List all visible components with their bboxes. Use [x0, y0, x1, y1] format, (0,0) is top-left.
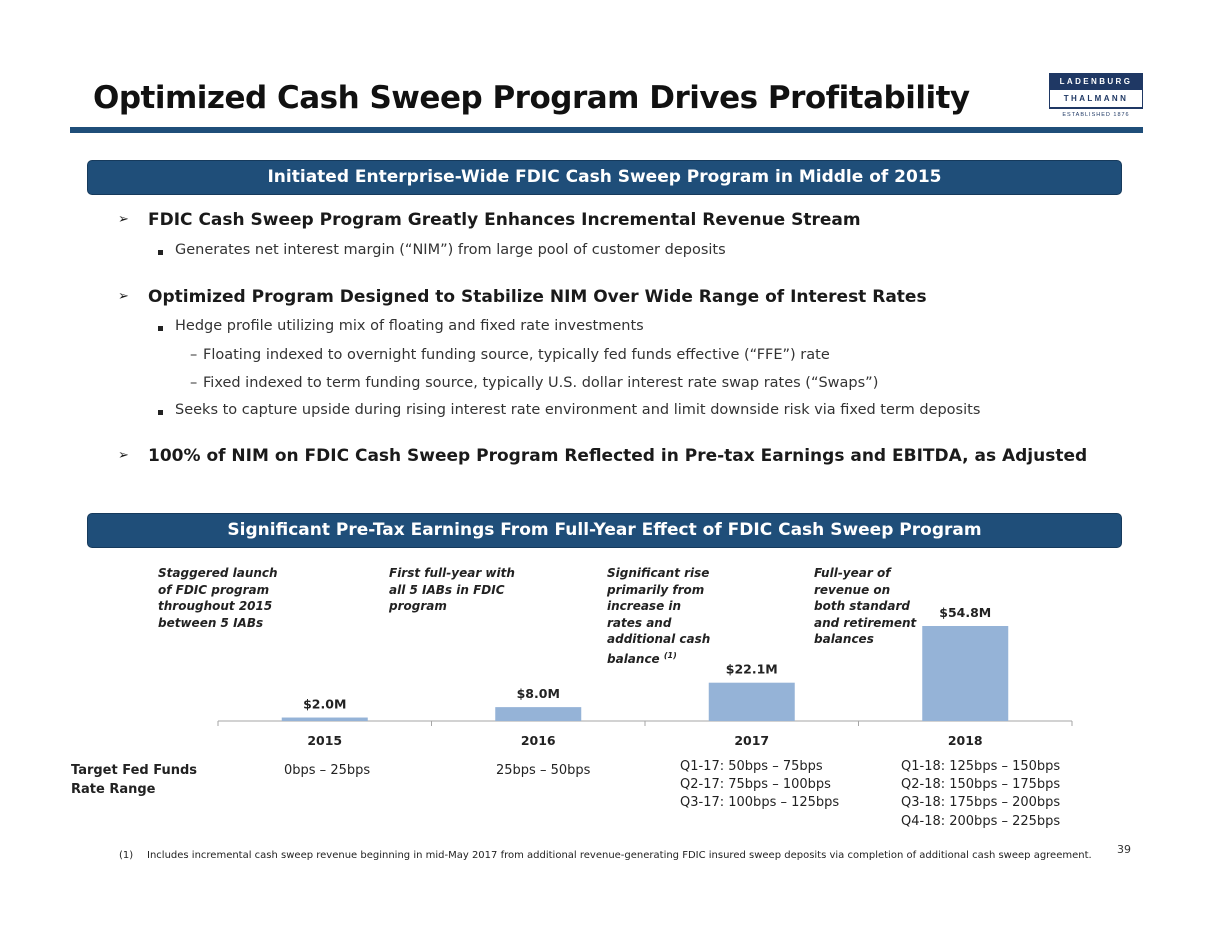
section-banner-earnings: Significant Pre-Tax Earnings From Full-Y… [87, 513, 1122, 548]
arrow-icon: ➢ [118, 448, 129, 463]
footnote-text: Includes incremental cash sweep revenue … [147, 850, 1092, 861]
rate-line: Q1-18: 125bps – 150bps [901, 759, 1061, 774]
x-tick-label-2015: 2015 [307, 733, 342, 748]
data-label-2018: $54.8M [939, 605, 991, 620]
footnote-ref: (1) [663, 650, 677, 660]
rate-range-2018: Q1-18: 125bps – 150bps Q2-18: 150bps – 1… [901, 758, 1060, 831]
rate-line: 25bps – 50bps [496, 763, 591, 778]
dash-icon: – [190, 347, 198, 363]
chart-note-2016: First full-year with all 5 IABs in FDIC … [389, 566, 515, 613]
bullet-text: 100% of NIM on FDIC Cash Sweep Program R… [148, 446, 1088, 466]
bar-2015 [281, 717, 368, 721]
sub-bullet-text: Hedge profile utilizing mix of floating … [175, 318, 644, 334]
footnote: (1) Includes incremental cash sweep reven… [119, 850, 1092, 861]
rate-line: Q4-18: 200bps – 225bps [901, 813, 1061, 829]
bar-2017 [708, 682, 795, 721]
sub-bullet-text: Seeks to capture upside during rising in… [175, 402, 981, 418]
arrow-icon: ➢ [118, 212, 129, 227]
dash-icon: – [190, 375, 198, 391]
data-label-2015: $2.0M [303, 697, 346, 712]
square-bullet-icon [158, 250, 163, 255]
square-bullet-icon [158, 326, 163, 331]
page-title: Optimized Cash Sweep Program Drives Prof… [93, 80, 970, 116]
chart-note-2018: Full-year of revenue on both standard an… [814, 566, 917, 646]
sub-sub-bullet-text: Fixed indexed to term funding source, ty… [203, 375, 879, 391]
chart-note-2017: Significant rise primarily from increase… [607, 565, 712, 667]
chart-note-2017-text: Significant rise primarily from increase… [607, 566, 711, 666]
section-banner-program: Initiated Enterprise-Wide FDIC Cash Swee… [87, 160, 1122, 195]
x-tick-label-2018: 2018 [948, 733, 983, 748]
data-label-2017: $22.1M [726, 662, 778, 677]
x-tick-label-2017: 2017 [734, 733, 769, 748]
sub-sub-bullet-text: Floating indexed to overnight funding so… [203, 347, 830, 363]
logo-line-1: LADENBURG [1059, 77, 1133, 86]
title-rule [70, 127, 1143, 133]
page-number: 39 [1117, 843, 1131, 856]
bar-2016 [495, 707, 582, 721]
company-logo: LADENBURG THALMANN ESTABLISHED 1876 [1048, 73, 1144, 118]
data-label-2016: $8.0M [517, 686, 560, 701]
bar-2018 [922, 626, 1009, 721]
square-bullet-icon [158, 410, 163, 415]
logo-line-2: THALMANN [1050, 90, 1142, 107]
rate-line: Q2-17: 75bps – 100bps [680, 777, 831, 793]
rate-line: Q3-17: 100bps – 125bps [680, 795, 840, 811]
bullet-text: FDIC Cash Sweep Program Greatly Enhances… [148, 210, 861, 230]
rate-line: 0bps – 25bps [284, 763, 371, 778]
rate-range-label-line2: Rate Range [71, 781, 156, 797]
sub-bullet-text: Generates net interest margin (“NIM”) fr… [175, 242, 726, 258]
rate-line: Q2-18: 150bps – 175bps [901, 777, 1061, 793]
footnote-number: (1) [119, 850, 134, 861]
logo-established: ESTABLISHED 1876 [1062, 112, 1130, 118]
rate-line: Q1-17: 50bps – 75bps [680, 759, 823, 774]
rate-range-label-line1: Target Fed Funds [71, 763, 198, 778]
rate-range-2017: Q1-17: 50bps – 75bps Q2-17: 75bps – 100b… [680, 758, 839, 813]
x-tick-label-2016: 2016 [521, 733, 556, 748]
chart-note-2015: Staggered launch of FDIC program through… [158, 566, 278, 630]
rate-line: Q3-18: 175bps – 200bps [901, 795, 1061, 811]
logo-box: LADENBURG THALMANN [1049, 73, 1143, 109]
rate-range-2016: 25bps – 50bps [496, 762, 590, 780]
rate-range-2015: 0bps – 25bps [284, 762, 370, 780]
arrow-icon: ➢ [118, 289, 129, 304]
bullet-text: Optimized Program Designed to Stabilize … [148, 287, 927, 307]
rate-range-label: Target Fed Funds Rate Range [71, 762, 197, 799]
